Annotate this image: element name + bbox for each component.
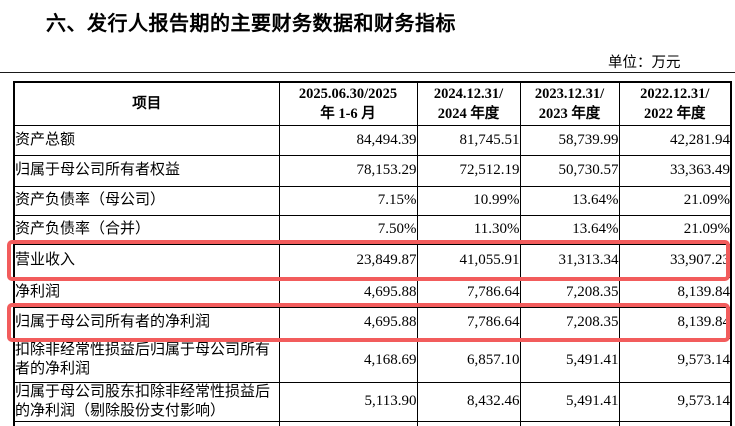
value-cell: 33,363.49 — [618, 154, 732, 187]
value-cell: 33,907.23 — [618, 243, 732, 278]
table-row: 归属于母公司股东扣除非经常性损益后的净利润（剔除股份支付影响） 5,113.90… — [13, 381, 732, 422]
value-cell: 50,730.57 — [519, 154, 620, 187]
value-cell: 84,494.39 — [278, 124, 418, 156]
header-line: 2024.12.31/ — [433, 85, 504, 102]
row-label: 归属于母公司股东扣除非经常性损益后的净利润（剔除股份支付影响） — [13, 381, 280, 422]
value-cell: 7,208.35 — [519, 306, 620, 339]
header-line: 2025.06.30/2025 — [298, 85, 398, 102]
row-label: 归属于母公司所有者的净利润 — [13, 306, 280, 339]
value-cell: 7,786.64 — [416, 306, 521, 339]
value-cell: 13.64% — [519, 185, 620, 216]
header-line: 2022.12.31/ — [640, 85, 710, 102]
header-line: 年 1-6 月 — [320, 105, 376, 122]
header-2023: 2023.12.31/ 2023 年度 — [519, 81, 620, 126]
table-row: 净利润 4,695.88 7,786.64 7,208.35 8,139.84 — [13, 276, 732, 308]
header-line: 2022 年度 — [643, 105, 706, 122]
table-row: 归属于母公司所有者权益 78,153.29 72,512.19 50,730.5… — [13, 154, 732, 187]
value-cell: 10.99% — [416, 185, 521, 216]
value-cell: 5,113.90 — [278, 381, 418, 422]
value-cell: 78,153.29 — [278, 154, 418, 187]
value-cell: 41,055.91 — [416, 243, 521, 278]
value-cell: 7,786.64 — [416, 276, 521, 308]
value-cell: 4,695.88 — [278, 276, 418, 308]
value-cell: 11.30% — [416, 214, 521, 245]
value-cell: 9,573.14 — [618, 337, 732, 383]
row-label: 归属于母公司所有者权益 — [13, 154, 280, 187]
row-label: 净利润 — [13, 276, 280, 308]
row-label: 资产负债率（合并） — [13, 214, 280, 245]
value-cell: 72,512.19 — [416, 154, 521, 187]
header-2022: 2022.12.31/ 2022 年度 — [618, 81, 732, 126]
value-cell: 81,745.51 — [416, 124, 521, 156]
value-cell: 58,739.99 — [519, 124, 620, 156]
section-title: 六、发行人报告期的主要财务数据和财务指标 — [46, 13, 456, 35]
table-row-revenue: 营业收入 23,849.87 41,055.91 31,313.34 33,90… — [13, 243, 732, 278]
header-item: 项目 — [13, 81, 280, 126]
value-cell: 8,139.84 — [618, 276, 732, 308]
header-line: 2024 年度 — [437, 105, 500, 122]
table-row-net-profit-parent: 归属于母公司所有者的净利润 4,695.88 7,786.64 7,208.35… — [13, 306, 732, 339]
value-cell: 31,313.34 — [519, 243, 620, 278]
empty-cell — [13, 420, 280, 426]
value-cell: 8,139.84 — [618, 306, 732, 339]
table-row: 资产总额 84,494.39 81,745.51 58,739.99 42,28… — [13, 124, 732, 156]
value-cell: 7.15% — [278, 185, 418, 216]
horizontal-rule — [0, 72, 735, 73]
value-cell: 7,208.35 — [519, 276, 620, 308]
header-2025: 2025.06.30/2025 年 1-6 月 — [278, 81, 418, 126]
row-label: 资产负债率（母公司） — [13, 185, 280, 216]
value-cell: 6,857.10 — [416, 337, 521, 383]
row-label: 营业收入 — [13, 243, 280, 278]
value-cell: 23,849.87 — [278, 243, 418, 278]
row-label: 资产总额 — [13, 124, 280, 156]
table-row-cutoff — [13, 420, 732, 426]
empty-cell — [618, 420, 732, 426]
header-line: 项目 — [132, 95, 162, 112]
financial-table: 项目 2025.06.30/2025 年 1-6 月 2024.12.31/ 2… — [13, 81, 732, 426]
value-cell: 42,281.94 — [618, 124, 732, 156]
value-cell: 4,168.69 — [278, 337, 418, 383]
value-cell: 5,491.41 — [519, 337, 620, 383]
value-cell: 8,432.46 — [416, 381, 521, 422]
table-row: 资产负债率（合并） 7.50% 11.30% 13.64% 21.09% — [13, 214, 732, 245]
header-line: 2023 年度 — [538, 105, 601, 122]
empty-cell — [416, 420, 521, 426]
value-cell: 9,573.14 — [618, 381, 732, 422]
header-line: 2023.12.31/ — [534, 85, 605, 102]
unit-label: 单位：万元 — [608, 55, 681, 71]
empty-cell — [519, 420, 620, 426]
value-cell: 13.64% — [519, 214, 620, 245]
table-row: 扣除非经常性损益后归属于母公司所有者的净利润 4,168.69 6,857.10… — [13, 337, 732, 383]
header-2024: 2024.12.31/ 2024 年度 — [416, 81, 521, 126]
table-row: 资产负债率（母公司） 7.15% 10.99% 13.64% 21.09% — [13, 185, 732, 216]
value-cell: 4,695.88 — [278, 306, 418, 339]
value-cell: 21.09% — [618, 214, 732, 245]
value-cell: 5,491.41 — [519, 381, 620, 422]
value-cell: 7.50% — [278, 214, 418, 245]
empty-cell — [278, 420, 418, 426]
table-header-row: 项目 2025.06.30/2025 年 1-6 月 2024.12.31/ 2… — [13, 81, 732, 126]
value-cell: 21.09% — [618, 185, 732, 216]
row-label: 扣除非经常性损益后归属于母公司所有者的净利润 — [13, 337, 280, 383]
